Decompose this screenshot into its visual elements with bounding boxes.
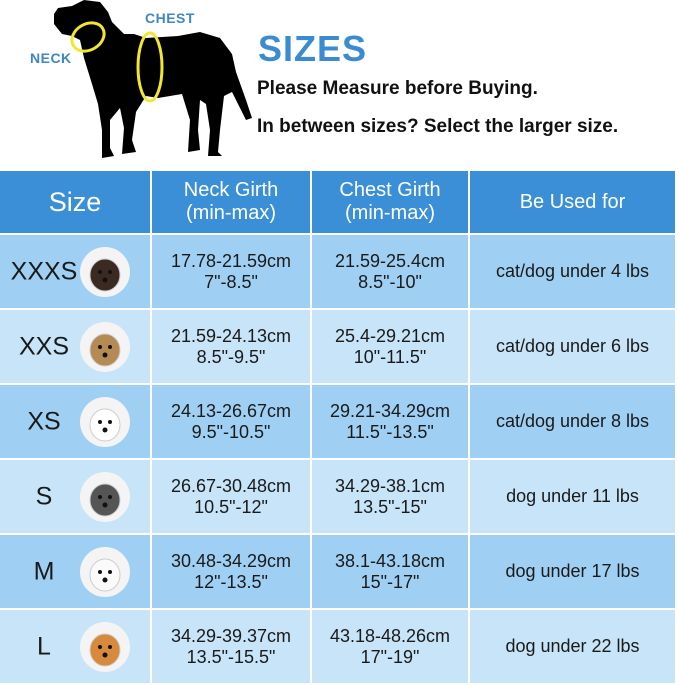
neck-cm: 30.48-34.29cm [170,550,292,571]
size-label: L [37,632,51,660]
neck-girth-cell: 26.67-30.48cm 10.5"-12" [152,460,310,533]
neck-in: 10.5"-12" [194,496,268,517]
chest-cm: 29.21-34.29cm [329,400,451,421]
chest-in: 10"-11.5" [353,346,427,367]
use-label: cat/dog under 4 lbs [495,261,650,281]
use-label: cat/dog under 8 lbs [495,411,650,431]
instruction-line-2: In between sizes? Select the larger size… [257,116,619,137]
column-header-use: Be Used for [470,171,675,233]
neck-in: 9.5"-10.5" [191,421,271,442]
size-label: XXS [18,332,70,360]
size-cell: M [0,535,150,608]
neck-cm: 34.29-39.37cm [170,625,292,646]
chest-girth-cell: 38.1-43.18cm 15"-17" [312,535,468,608]
dog-silhouette-icon [54,0,252,158]
size-cell: XXXS [0,235,150,308]
use-label: cat/dog under 6 lbs [495,336,650,356]
column-header-chest: Chest Girth (min-max) [312,171,468,233]
neck-girth-cell: 21.59-24.13cm 8.5"-9.5" [152,310,310,383]
use-cell: dog under 11 lbs [470,460,675,533]
dog-photo-corgi [80,621,130,672]
column-header-label: Be Used for [519,190,626,213]
chest-girth-cell: 29.21-34.29cm 11.5"-13.5" [312,385,468,458]
column-header-size: Size [0,171,150,233]
neck-cm: 24.13-26.67cm [170,400,292,421]
size-label: XS [27,407,61,435]
chest-in: 13.5"-15" [353,496,427,517]
instruction-line-1: Please Measure before Buying. [257,78,538,99]
table-row: XS 24.13-26.67cm 9.5"-10.5" 29.21-34.29cm… [0,385,675,458]
chest-cm: 21.59-25.4cm [334,250,446,271]
table-row: S 26.67-30.48cm 10.5"-12" 34.29-38.1cm 13.… [0,460,675,533]
table-header-row: Size Neck Girth (min-max) Chest Girth (min… [0,171,675,233]
dog-photo-yorkshire-terrier [80,321,130,372]
column-header-label: Neck Girth [183,179,279,201]
neck-girth-cell: 34.29-39.37cm 13.5"-15.5" [152,610,310,683]
use-label: dog under 17 lbs [505,561,640,581]
chest-in: 15"-17" [360,571,420,592]
chest-label: CHEST [145,10,195,26]
table-row: L 34.29-39.37cm 13.5"-15.5" 43.18-48.26cm… [0,610,675,683]
dog-photo-schnauzer [80,471,130,522]
chest-cm: 25.4-29.21cm [334,325,446,346]
use-label: dog under 22 lbs [505,636,640,656]
size-chart-table: Size Neck Girth (min-max) Chest Girth (min… [0,169,677,685]
dog-photo-chihuahua [80,246,130,297]
use-cell: cat/dog under 4 lbs [470,235,675,308]
chest-cm: 34.29-38.1cm [334,475,446,496]
column-header-label: Size [48,186,102,217]
chest-girth-cell: 34.29-38.1cm 13.5"-15" [312,460,468,533]
sizes-header: NECK CHEST SIZES Please Measure before B… [0,0,679,168]
chest-in: 11.5"-13.5" [346,421,434,442]
table-row: M 30.48-34.29cm 12"-13.5" 38.1-43.18cm 15"… [0,535,675,608]
chest-cm: 43.18-48.26cm [329,625,451,646]
table-row: XXXS 17.78-21.59cm 7"-8.5" 21.59-25.4cm 8.… [0,235,675,308]
chest-in: 8.5"-10" [358,271,422,292]
column-header-label: Chest Girth [339,179,441,201]
neck-girth-cell: 24.13-26.67cm 9.5"-10.5" [152,385,310,458]
size-label: M [33,557,55,585]
use-cell: cat/dog under 6 lbs [470,310,675,383]
use-cell: cat/dog under 8 lbs [470,385,675,458]
use-cell: dog under 22 lbs [470,610,675,683]
neck-girth-cell: 17.78-21.59cm 7"-8.5" [152,235,310,308]
size-label: S [35,482,53,510]
size-cell: XS [0,385,150,458]
table-row: XXS 21.59-24.13cm 8.5"-9.5" 25.4-29.21cm 1… [0,310,675,383]
column-header-sublabel: (min-max) [186,202,276,224]
neck-cm: 26.67-30.48cm [170,475,292,496]
chest-girth-cell: 25.4-29.21cm 10"-11.5" [312,310,468,383]
use-label: dog under 11 lbs [506,486,639,506]
use-cell: dog under 17 lbs [470,535,675,608]
size-cell: XXS [0,310,150,383]
chest-in: 17"-19" [360,646,420,667]
neck-in: 7"-8.5" [204,271,258,292]
neck-cm: 21.59-24.13cm [170,325,292,346]
chest-girth-cell: 43.18-48.26cm 17"-19" [312,610,468,683]
neck-label: NECK [30,50,72,66]
column-header-neck: Neck Girth (min-max) [152,171,310,233]
size-cell: S [0,460,150,533]
dog-photo-bichon [80,546,130,597]
column-header-sublabel: (min-max) [345,202,435,224]
dog-photo-maltese [80,396,130,447]
page-title: SIZES [258,28,368,69]
chest-girth-cell: 21.59-25.4cm 8.5"-10" [312,235,468,308]
size-label: XXXS [10,257,78,285]
neck-in: 12"-13.5" [194,571,268,592]
neck-cm: 17.78-21.59cm [170,250,292,271]
neck-in: 13.5"-15.5" [186,646,276,667]
neck-in: 8.5"-9.5" [196,346,266,367]
neck-girth-cell: 30.48-34.29cm 12"-13.5" [152,535,310,608]
chest-cm: 38.1-43.18cm [334,550,446,571]
size-cell: L [0,610,150,683]
